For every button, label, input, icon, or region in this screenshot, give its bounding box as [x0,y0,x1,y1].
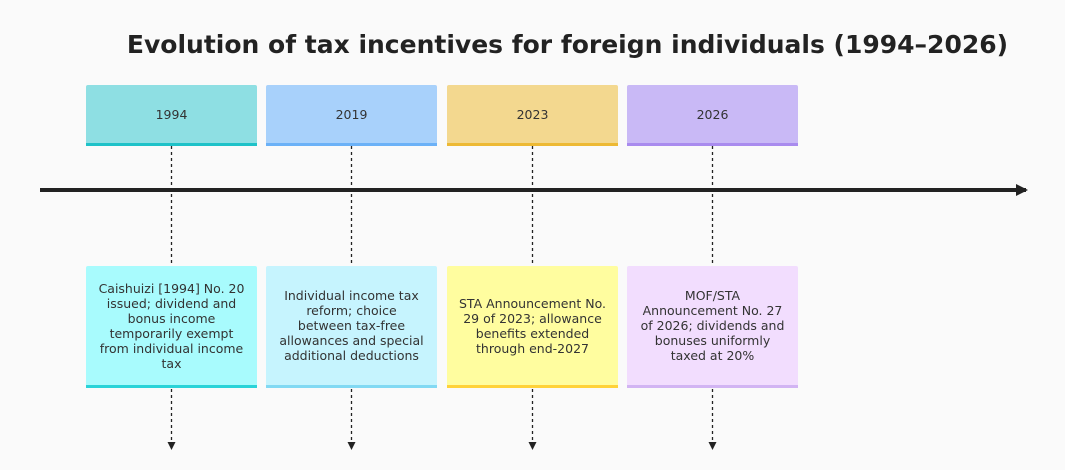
period-2026: 2026 [627,85,798,146]
event-text: Individual income tax reform; choice bet… [279,288,424,363]
event-2023: STA Announcement No. 29 of 2023; allowan… [447,266,618,388]
period-label: 2019 [335,106,368,122]
period-2023: 2023 [447,85,618,146]
diagram-title: Evolution of tax incentives for foreign … [126,30,1009,59]
event-text: STA Announcement No. 29 of 2023; allowan… [459,295,606,356]
period-label: 2023 [516,106,549,122]
event-text: MOF/STA Announcement No. 27 of 2026; div… [640,288,785,363]
period-2019: 2019 [266,85,437,146]
event-2019: Individual income tax reform; choice bet… [266,266,437,388]
period-1994: 1994 [86,85,257,146]
event-1994: Caishuizi [1994] No. 20 issued; dividend… [86,266,257,388]
period-label: 2026 [696,106,729,122]
period-label: 1994 [155,106,188,122]
event-text: Caishuizi [1994] No. 20 issued; dividend… [98,280,245,371]
event-2026: MOF/STA Announcement No. 27 of 2026; div… [627,266,798,388]
